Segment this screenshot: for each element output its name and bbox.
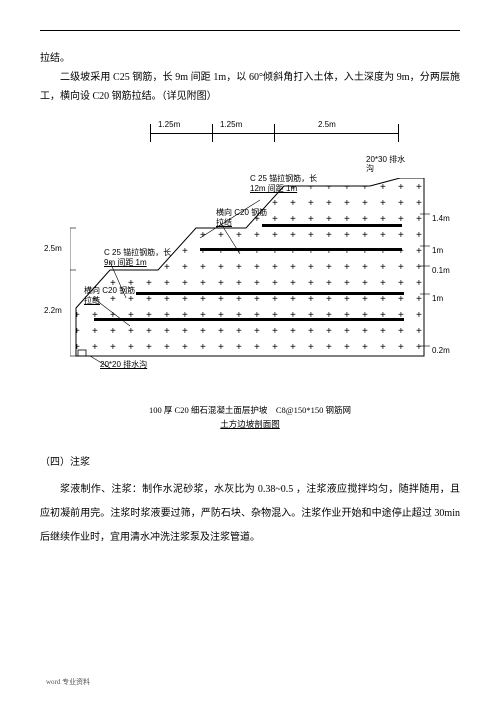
p-slope-desc: 二级坡采用 C25 钢筋，长 9m 间距 1m，以 60°倾斜角打入土体，入土深…	[40, 68, 460, 106]
rebar-bar	[200, 248, 402, 251]
label-c25-mid: C 25 锚拉钢筋，长 9m 间距 1m	[104, 248, 171, 267]
right-dim: 1m	[432, 246, 443, 255]
caption-line1b: C8@150*150 钢筋网	[276, 405, 351, 415]
slope-diagram: 1.25m 1.25m 2.5m 20*30 排水 沟 +	[40, 118, 460, 398]
p-laijie: 拉结。	[40, 49, 460, 68]
right-dim: 0.1m	[432, 266, 450, 275]
soil-region: +	[70, 178, 430, 368]
dim-label: 1.25m	[220, 120, 242, 129]
rebar-bar	[262, 224, 402, 227]
dim-seg	[150, 133, 212, 134]
label-line: 拉结	[216, 218, 232, 227]
label-line: 拉结	[84, 296, 100, 305]
rebar-bar	[94, 318, 404, 321]
diagram-caption: 100 厚 C20 细石混凝土面层护坡 C8@150*150 钢筋网 土方边坡剖…	[40, 404, 460, 431]
label-line: C 25 锚拉钢筋，长	[104, 248, 171, 257]
label-c25-top: C 25 锚拉钢筋，长 12m 间距 1m	[250, 174, 317, 193]
drain-top-text2: 沟	[366, 164, 374, 173]
dim-tick	[398, 124, 399, 142]
dim-seg	[274, 133, 398, 134]
dim-top-row: 1.25m 1.25m 2.5m	[40, 118, 460, 148]
label-drain-bottom: 20*20 排水沟	[100, 360, 147, 370]
label-line: 横向 C20 钢筋	[216, 208, 267, 217]
label-line: 横向 C20 钢筋	[84, 286, 135, 295]
label-c20-top: 横向 C20 钢筋 拉结	[216, 208, 267, 227]
label-c20-mid: 横向 C20 钢筋 拉结	[84, 286, 135, 305]
right-dim: 1.4m	[432, 214, 450, 223]
section-4-title: （四）注浆	[40, 453, 460, 468]
dim-label: 2.5m	[318, 120, 336, 129]
right-dim: 0.2m	[432, 346, 450, 355]
rebar-bar	[136, 292, 404, 295]
drain-top-text1: 20*30 排水	[366, 155, 405, 164]
top-rule	[40, 30, 460, 31]
dim-label: 1.25m	[158, 120, 180, 129]
p-grouting: 浆液制作、注浆：制作水泥砂浆，水灰比为 0.38~0.5 ，注浆液应搅拌均匀，随…	[40, 478, 460, 550]
right-dim: 1m	[432, 294, 443, 303]
terrain-svg: +	[70, 178, 430, 368]
dim-seg	[212, 133, 274, 134]
left-dim: 2.5m	[44, 244, 62, 253]
footer-text: word 专业资料	[46, 677, 90, 687]
label-line: 9m 间距 1m	[104, 258, 147, 267]
caption-line1a: 100 厚 C20 细石混凝土面层护坡	[149, 405, 267, 415]
drain-top-label: 20*30 排水 沟	[366, 156, 405, 174]
left-dim: 2.2m	[44, 306, 62, 315]
label-line: 12m 间距 1m	[250, 184, 297, 193]
label-line: C 25 锚拉钢筋，长	[250, 174, 317, 183]
caption-line2: 土方边坡剖面图	[220, 419, 280, 429]
